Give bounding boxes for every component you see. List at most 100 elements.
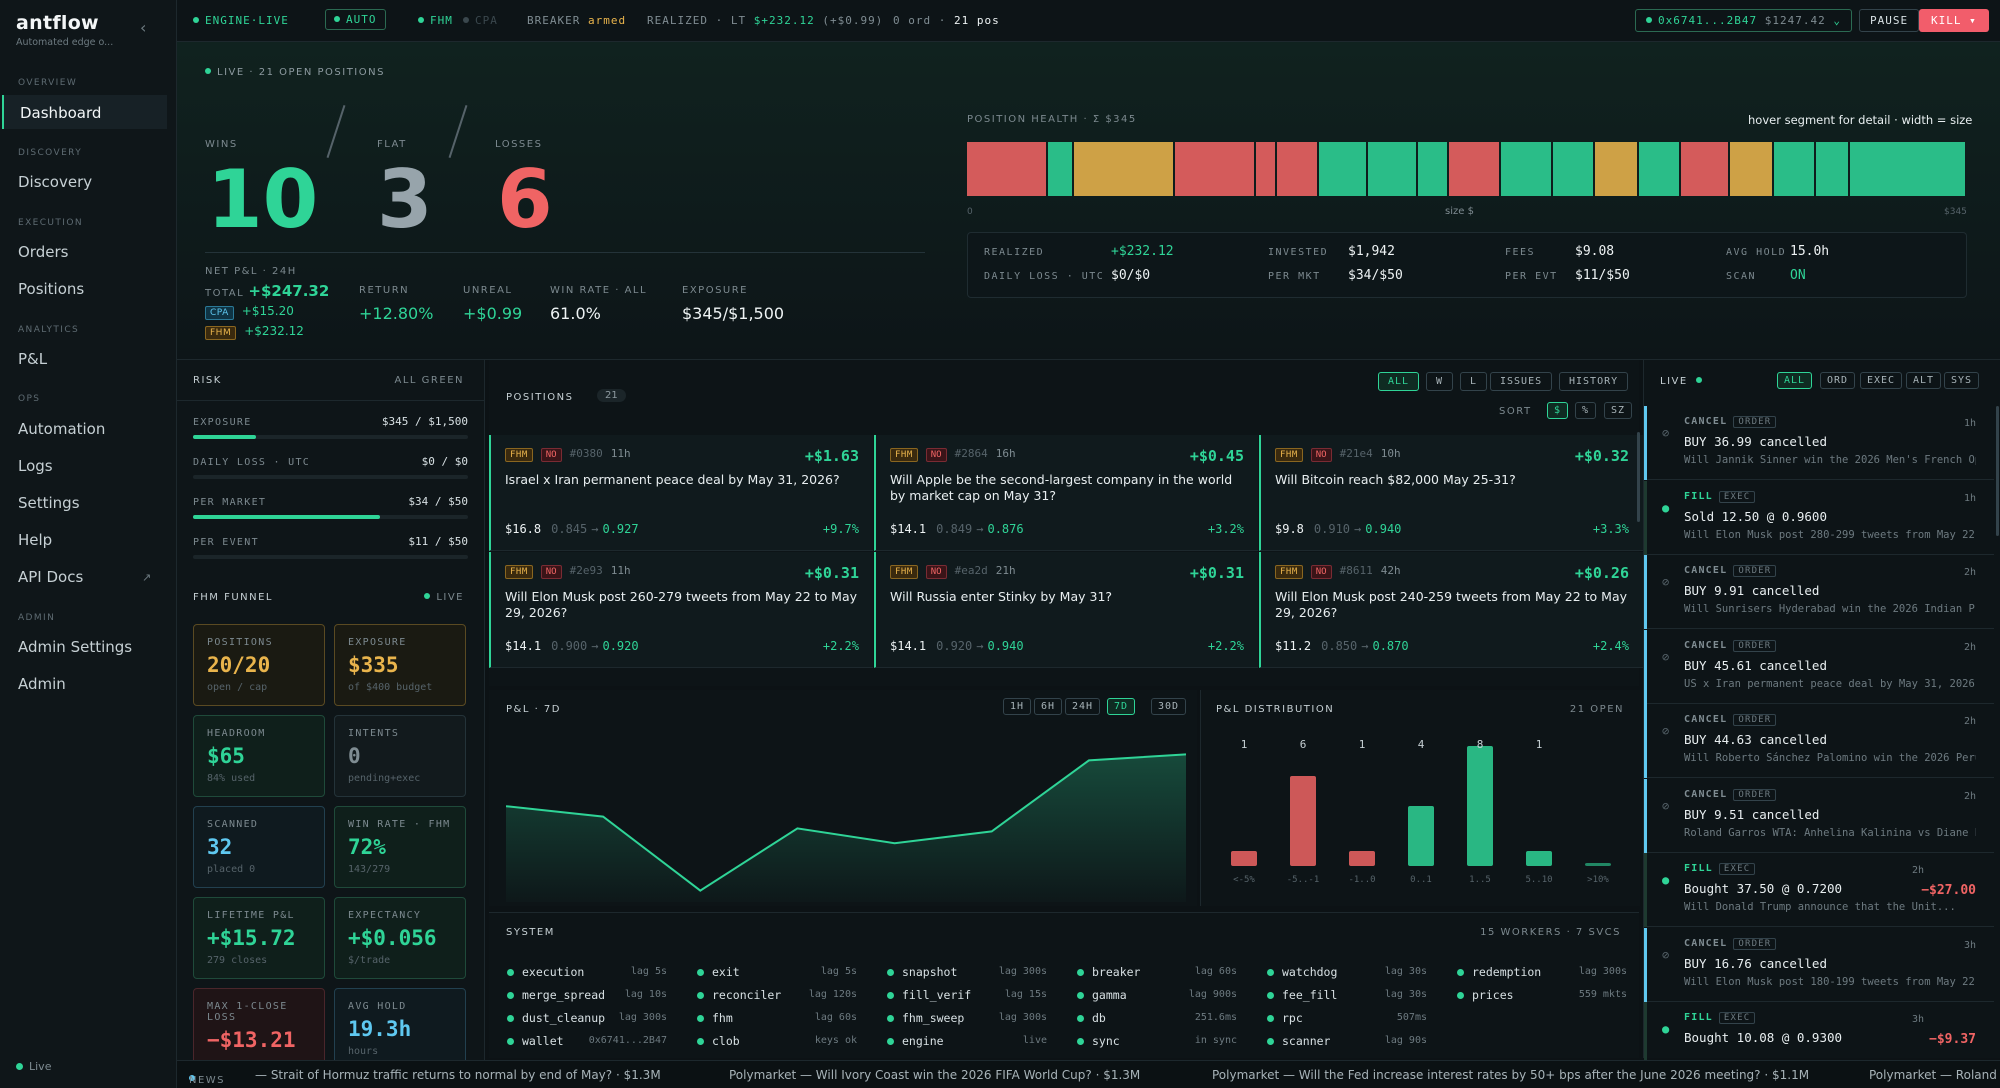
strategy-cpa-label: CPA	[475, 14, 498, 27]
sidebar-item-help[interactable]: Help	[18, 531, 53, 549]
sort-option[interactable]: SZ	[1604, 402, 1633, 419]
service-sync: sync in sync	[1077, 1034, 1237, 1048]
health-segment[interactable]	[1774, 142, 1814, 196]
wallet-selector[interactable]: 0x6741...2B47 $1247.42 ⌄	[1635, 9, 1852, 32]
live-filter-all[interactable]: ALL	[1777, 372, 1813, 389]
brand-logo[interactable]: antflow	[16, 12, 99, 34]
strategy-cpa[interactable]: CPA	[463, 14, 498, 27]
health-segment[interactable]	[1047, 142, 1072, 196]
health-segment[interactable]	[1073, 142, 1174, 196]
position-card[interactable]: FHM NO #21e4 10h +$0.32 Will Bitcoin reach $8…	[1259, 435, 1643, 551]
health-segment[interactable]	[1594, 142, 1637, 196]
dist-bar[interactable]	[1231, 851, 1257, 866]
live-filter-ord[interactable]: ORD	[1820, 372, 1856, 389]
filter-history[interactable]: HISTORY	[1559, 372, 1629, 391]
filter-all[interactable]: ALL	[1378, 372, 1420, 391]
news-item[interactable]: Polymarket — Will the Fed increase inter…	[1212, 1068, 1810, 1082]
range-6h[interactable]: 6H	[1034, 698, 1063, 715]
positions-scrollbar[interactable]	[1637, 432, 1640, 522]
funnel-card-value: 20/20	[207, 653, 271, 677]
range-7d[interactable]: 7D	[1107, 698, 1136, 715]
strategy-fhm[interactable]: FHM	[418, 14, 453, 27]
sidebar-item-pnl[interactable]: P&L	[18, 350, 48, 368]
sidebar-item-dashboard[interactable]: Dashboard	[2, 95, 167, 129]
filter-l[interactable]: L	[1460, 372, 1488, 391]
health-segment[interactable]	[1368, 142, 1416, 196]
service-name: engine	[902, 1034, 944, 1048]
health-segment[interactable]	[1256, 142, 1275, 196]
event-item[interactable]: ● FILL EXEC 1h Sold 12.50 @ 0.9600 Will Elon …	[1644, 480, 1994, 555]
news-item[interactable]: — Strait of Hormuz traffic returns to no…	[255, 1068, 661, 1082]
dist-bar[interactable]	[1290, 776, 1316, 866]
health-segment[interactable]	[1680, 142, 1728, 196]
live-filter-sys[interactable]: SYS	[1944, 372, 1980, 389]
event-item[interactable]: ⊘ CANCEL ORDER 1h BUY 36.99 cancelled Will Ja…	[1644, 406, 1994, 480]
service-name: redemption	[1472, 965, 1542, 979]
funnel-card: HEADROOM $65 84% used	[193, 715, 325, 797]
event-item[interactable]: ● FILL EXEC 2h −$27.00 Bought 37.50 @ 0.7200 W…	[1644, 853, 1994, 927]
event-item[interactable]: ⊘ CANCEL ORDER 2h BUY 44.63 cancelled Will Ro…	[1644, 704, 1994, 778]
sidebar-item-admin-settings[interactable]: Admin Settings	[18, 638, 133, 656]
event-item[interactable]: ⊘ CANCEL ORDER 2h BUY 9.51 cancelled Roland G…	[1644, 778, 1994, 853]
sidebar-item-admin[interactable]: Admin	[18, 675, 66, 693]
position-health-bar[interactable]	[967, 142, 1967, 196]
sidebar-item-automation[interactable]: Automation	[18, 420, 106, 438]
event-item[interactable]: ⊘ CANCEL ORDER 2h BUY 9.91 cancelled Will Sun…	[1644, 555, 1994, 629]
sidebar-item-orders[interactable]: Orders	[18, 243, 69, 261]
sort-option[interactable]: %	[1575, 402, 1597, 419]
news-item[interactable]: Polymarket — Will Ivory Coast win the 20…	[729, 1068, 1141, 1082]
position-card[interactable]: FHM NO #0380 11h +$1.63 Israel x Iran permane…	[489, 435, 873, 551]
health-segment[interactable]	[1276, 142, 1317, 196]
sidebar-item-settings[interactable]: Settings	[18, 494, 80, 512]
event-summary: BUY 16.76 cancelled	[1684, 955, 1827, 971]
dist-bar[interactable]	[1585, 863, 1611, 866]
health-segment[interactable]	[1500, 142, 1551, 196]
health-segment[interactable]	[967, 142, 1046, 196]
position-card[interactable]: FHM NO #ea2d 21h +$0.31 Will Russia enter Sti…	[874, 552, 1258, 668]
position-card[interactable]: FHM NO #2864 16h +$0.45 Will Apple be the sec…	[874, 435, 1258, 551]
kill-button[interactable]: KILL ▾	[1919, 9, 1989, 32]
filter-issues[interactable]: ISSUES	[1490, 372, 1553, 391]
dist-bar[interactable]	[1349, 851, 1375, 866]
dist-bar[interactable]	[1408, 806, 1434, 866]
collapse-chevron-icon[interactable]: ‹	[140, 18, 147, 37]
live-feed-scrollbar[interactable]	[1996, 406, 1999, 536]
event-type: CANCEL ORDER	[1684, 416, 1976, 428]
health-segment[interactable]	[1815, 142, 1848, 196]
sidebar-item-logs[interactable]: Logs	[18, 457, 53, 475]
sidebar-item-discovery[interactable]: Discovery	[18, 173, 93, 191]
stat-permkt-value: $34/$50	[1348, 268, 1403, 283]
pause-button[interactable]: PAUSE	[1859, 9, 1920, 32]
dist-bar[interactable]	[1467, 746, 1493, 866]
health-segment[interactable]	[1638, 142, 1679, 196]
event-summary: Bought 10.08 @ 0.9300	[1684, 1030, 1843, 1045]
health-segment[interactable]	[1175, 142, 1255, 196]
dist-bar[interactable]	[1526, 851, 1552, 866]
auto-mode-toggle[interactable]: AUTO	[325, 9, 386, 30]
position-card[interactable]: FHM NO #2e93 11h +$0.31 Will Elon Musk post 2…	[489, 552, 873, 668]
range-24h[interactable]: 24H	[1065, 698, 1101, 715]
event-item[interactable]: ⊘ CANCEL ORDER 2h BUY 45.61 cancelled US x Ir…	[1644, 629, 1994, 704]
health-segment[interactable]	[1417, 142, 1447, 196]
health-segment[interactable]	[1448, 142, 1499, 196]
live-filter-exec[interactable]: EXEC	[1860, 372, 1903, 389]
position-footer: $9.8 0.910 → 0.940 +3.3%	[1275, 522, 1629, 536]
range-30d[interactable]: 30D	[1151, 698, 1187, 715]
range-1h[interactable]: 1H	[1003, 698, 1032, 715]
health-segment[interactable]	[1849, 142, 1965, 196]
sidebar-item-positions[interactable]: Positions	[18, 280, 85, 298]
sidebar-item-api-docs[interactable]: API Docs	[18, 568, 84, 586]
funnel-card-value: $65	[207, 744, 245, 768]
health-segment[interactable]	[1552, 142, 1593, 196]
position-pct: +9.7%	[822, 522, 859, 536]
health-segment[interactable]	[1730, 142, 1773, 196]
sort-option[interactable]: $	[1547, 402, 1569, 419]
wallet-balance: $1247.42	[1764, 14, 1826, 27]
status-dot-icon	[697, 1038, 704, 1045]
news-item[interactable]: Polymarket — Roland	[1869, 1068, 1997, 1082]
live-filter-alt[interactable]: ALT	[1906, 372, 1942, 389]
health-segment[interactable]	[1318, 142, 1367, 196]
filter-w[interactable]: W	[1426, 372, 1454, 391]
event-item[interactable]: ⊘ CANCEL ORDER 3h BUY 16.76 cancelled Will El…	[1644, 927, 1994, 1002]
position-card[interactable]: FHM NO #8611 42h +$0.26 Will Elon Musk post 2…	[1259, 552, 1643, 668]
